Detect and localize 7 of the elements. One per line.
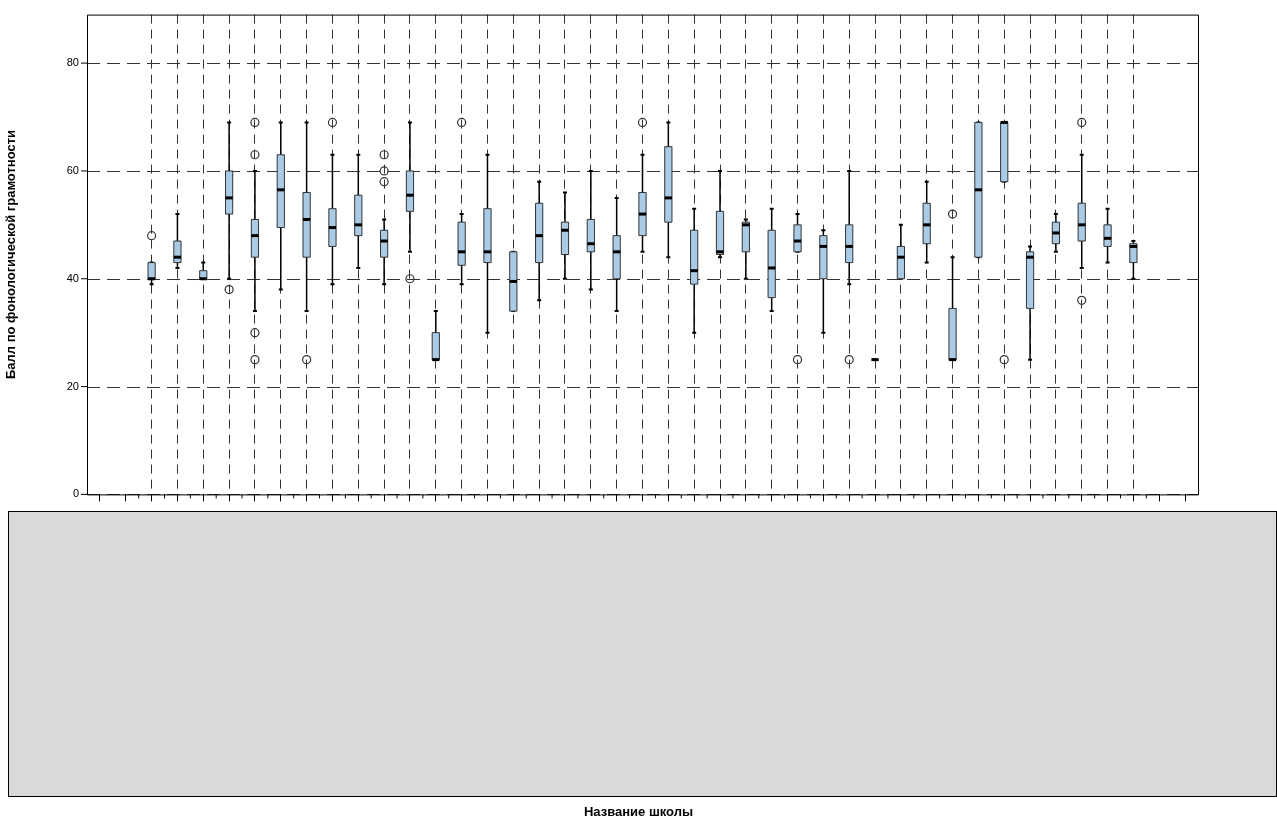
text: Название школы xyxy=(582,804,695,819)
y-tick-label: 0 xyxy=(72,487,79,500)
y-tick-label: 60 xyxy=(66,163,79,176)
y-tick-label: 40 xyxy=(66,271,79,284)
y-tick-label: 80 xyxy=(66,56,79,69)
y-tick-label: 20 xyxy=(66,379,79,392)
y-axis-title: Балл по фонологической грамотности xyxy=(3,129,19,380)
